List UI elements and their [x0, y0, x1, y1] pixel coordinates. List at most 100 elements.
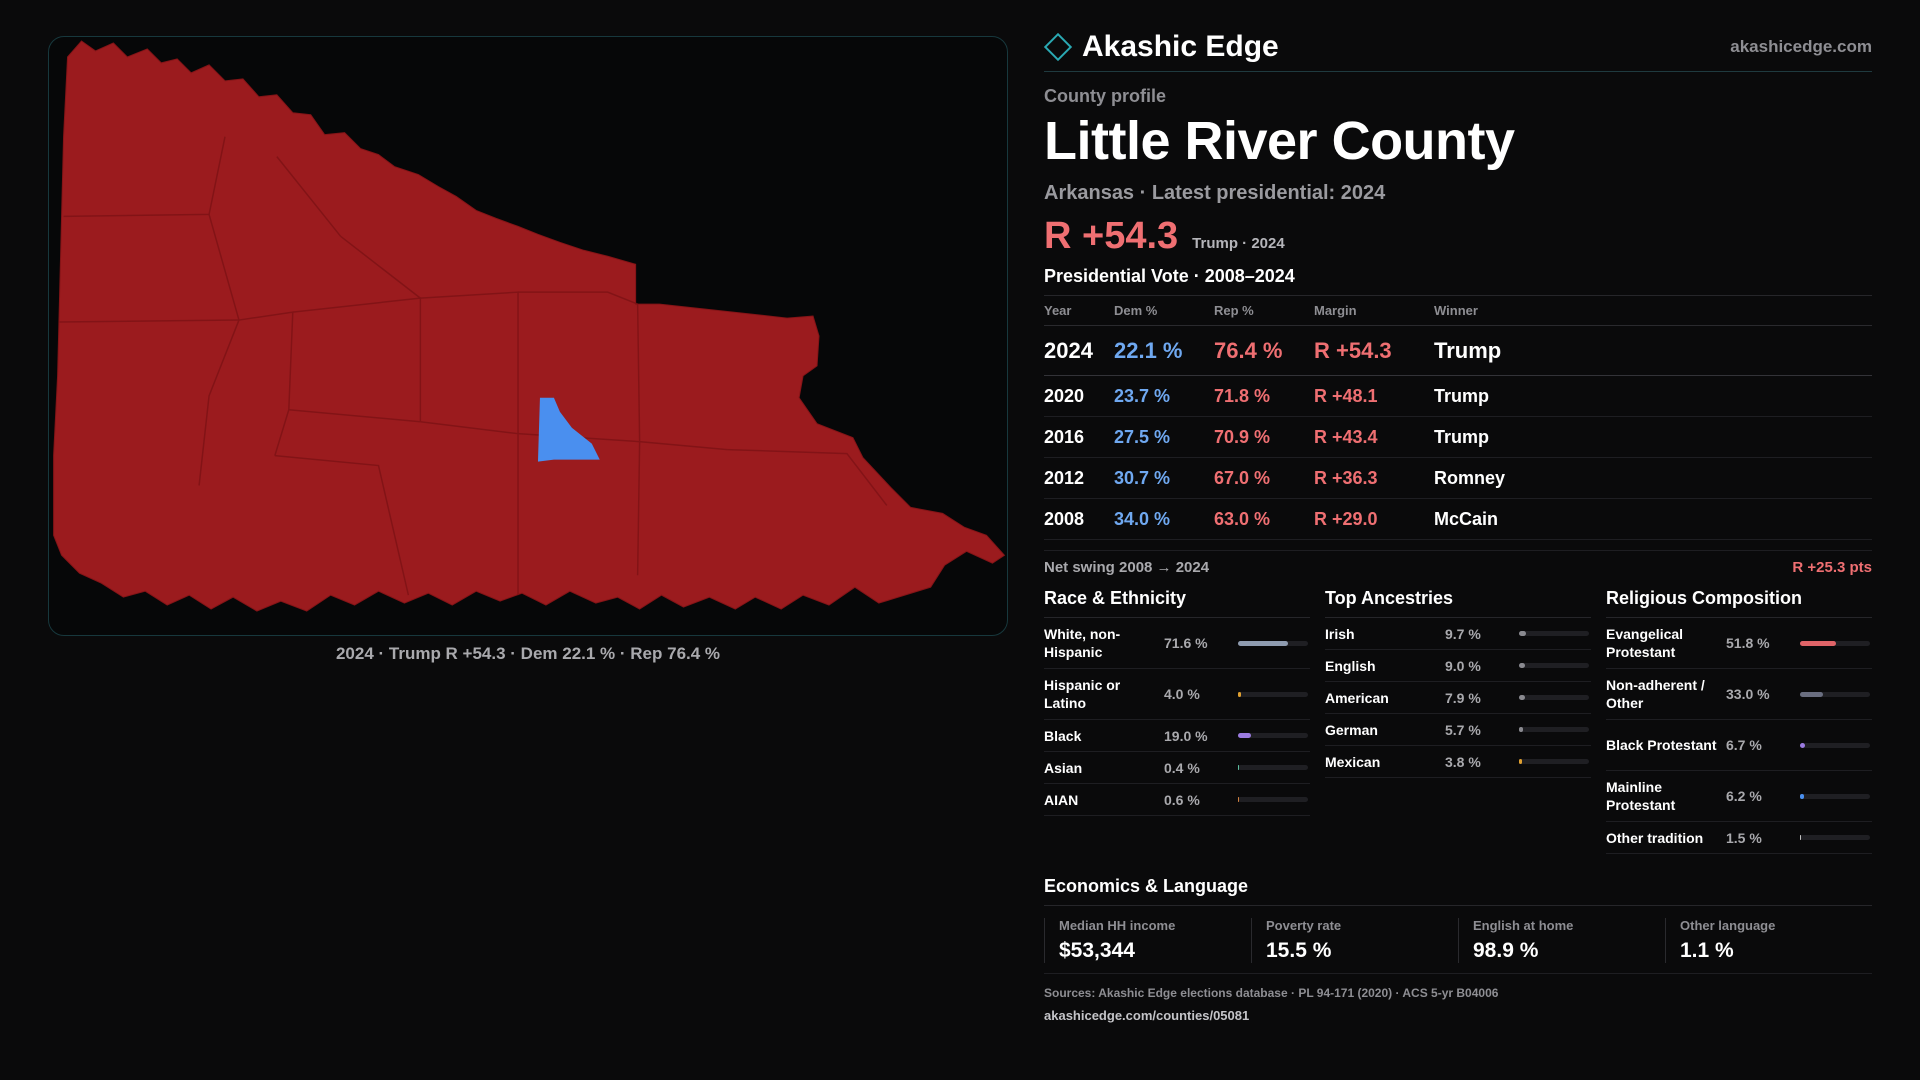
county-map[interactable] — [48, 36, 1008, 636]
econ-value: $53,344 — [1059, 939, 1135, 963]
bar-fill — [1519, 695, 1525, 701]
race-row: Asian 0.4 % — [1044, 752, 1310, 785]
bar-fill — [1238, 765, 1240, 771]
econ-value: 1.1 % — [1680, 939, 1734, 963]
religion-label: Mainline Protestant — [1606, 779, 1676, 814]
vote-winner: Trump — [1434, 325, 1872, 377]
bar-fill — [1800, 691, 1824, 697]
race-value: 0.6 % — [1164, 791, 1200, 808]
religion-title: Religious Composition — [1606, 588, 1872, 619]
econ-stat: Other language 1.1 % — [1665, 918, 1872, 964]
race-value: 4.0 % — [1164, 686, 1200, 703]
vote-margin: R +36.3 — [1314, 457, 1434, 500]
religion-value: 6.2 % — [1726, 788, 1762, 805]
county-shape-democrat[interactable] — [537, 397, 600, 462]
ancestry-row: American 7.9 % — [1325, 682, 1591, 715]
county-boundaries — [59, 136, 888, 596]
page-title: Little River County — [1044, 111, 1515, 171]
religion-block: Religious Composition Evangelical Protes… — [1606, 588, 1872, 855]
headline-result: R +54.3 Trump · 2024 — [1044, 215, 1872, 258]
vote-winner: Trump — [1434, 375, 1872, 418]
race-row: AIAN 0.6 % — [1044, 784, 1310, 817]
ancestry-value: 5.7 % — [1445, 721, 1481, 738]
vote-dem: 27.5 % — [1114, 416, 1214, 459]
vote-row: 2008 34.0 % 63.0 % R +29.0 McCain — [1044, 498, 1872, 541]
religion-row: Other tradition 1.5 % — [1606, 822, 1872, 855]
religion-label: Evangelical Protestant — [1606, 626, 1684, 661]
vote-row: 2012 30.7 % 67.0 % R +36.3 Romney — [1044, 457, 1872, 500]
religion-bar — [1800, 742, 1870, 748]
religion-value: 33.0 % — [1726, 686, 1770, 703]
race-value: 0.4 % — [1164, 759, 1200, 776]
race-bar — [1238, 691, 1308, 697]
headline-margin: R +54.3 — [1044, 214, 1179, 257]
vote-dem: 34.0 % — [1114, 498, 1214, 541]
religion-label: Black Protestant — [1606, 737, 1717, 754]
ancestry-bar — [1519, 759, 1589, 765]
vote-rep: 71.8 % — [1214, 375, 1314, 418]
bar-fill — [1238, 797, 1240, 803]
bar-fill — [1800, 640, 1837, 646]
bar-fill — [1519, 631, 1526, 637]
header-year: Year — [1044, 295, 1114, 327]
ancestry-row: Mexican 3.8 % — [1325, 746, 1591, 779]
race-bar — [1238, 640, 1308, 646]
ancestry-label: English — [1325, 657, 1376, 674]
vote-margin: R +29.0 — [1314, 498, 1434, 541]
ancestry-label: Irish — [1325, 625, 1355, 642]
religion-bar — [1800, 835, 1870, 841]
vote-rep: 70.9 % — [1214, 416, 1314, 459]
net-swing-label: Net swing 2008 → 2024 — [1044, 559, 1210, 577]
vote-dem: 22.1 % — [1114, 325, 1214, 377]
economics-title: Economics & Language — [1044, 876, 1872, 907]
vote-year: 2012 — [1044, 457, 1114, 500]
vote-row: 2020 23.7 % 71.8 % R +48.1 Trump — [1044, 375, 1872, 418]
header-rep: Rep % — [1214, 295, 1314, 327]
bar-fill — [1800, 793, 1805, 799]
brand-header: Akashic Edge akashicedge.com — [1043, 28, 1872, 72]
econ-label: Median HH income — [1059, 918, 1176, 934]
vote-year: 2020 — [1044, 375, 1114, 418]
race-label: Black — [1044, 727, 1082, 744]
race-row: White, non-Hispanic 71.6 % — [1044, 618, 1310, 670]
ancestry-bar — [1519, 695, 1589, 701]
county-shape-republican[interactable] — [53, 40, 1006, 612]
county-permalink[interactable]: akashicedge.com/counties/05081 — [1044, 1008, 1250, 1024]
headline-note: Trump · 2024 — [1192, 234, 1285, 252]
economics-stats: Median HH income $53,344 Poverty rate 15… — [1044, 918, 1872, 975]
race-label: AIAN — [1044, 791, 1079, 808]
vote-dem: 23.7 % — [1114, 375, 1214, 418]
religion-bar — [1800, 640, 1870, 646]
religion-label: Non-adherent / Other — [1606, 677, 1705, 712]
vote-winner: McCain — [1434, 498, 1872, 541]
bar-fill — [1800, 835, 1802, 841]
race-bar — [1238, 733, 1308, 739]
bar-fill — [1519, 663, 1526, 669]
race-block: Race & Ethnicity White, non-Hispanic 71.… — [1044, 588, 1310, 854]
vote-rep: 76.4 % — [1214, 325, 1314, 377]
econ-label: Poverty rate — [1266, 918, 1342, 934]
header-winner: Winner — [1434, 295, 1872, 327]
vote-margin: R +54.3 — [1314, 325, 1434, 377]
diamond-logo-icon — [1043, 32, 1073, 61]
religion-bar — [1800, 691, 1870, 697]
econ-value: 98.9 % — [1473, 939, 1539, 963]
ancestry-bar — [1519, 631, 1589, 637]
race-label: White, non-Hispanic — [1044, 626, 1121, 661]
bar-fill — [1238, 733, 1252, 739]
sources-note: Sources: Akashic Edge elections database… — [1044, 986, 1499, 1001]
religion-row: Non-adherent / Other 33.0 % — [1606, 669, 1872, 721]
ancestry-bar — [1519, 727, 1589, 733]
vote-dem: 30.7 % — [1114, 457, 1214, 500]
race-value: 71.6 % — [1164, 635, 1208, 652]
bar-fill — [1519, 727, 1523, 733]
header-margin: Margin — [1314, 295, 1434, 327]
brand-name[interactable]: Akashic Edge — [1082, 29, 1279, 63]
race-label: Asian — [1044, 759, 1083, 776]
religion-value: 1.5 % — [1726, 829, 1762, 846]
vote-section-title: Presidential Vote · 2008–2024 — [1044, 266, 1872, 296]
brand-url-link[interactable]: akashicedge.com — [1730, 36, 1872, 56]
net-swing-value: R +25.3 pts — [1792, 559, 1872, 577]
vote-year: 2008 — [1044, 498, 1114, 541]
bar-fill — [1519, 759, 1522, 765]
